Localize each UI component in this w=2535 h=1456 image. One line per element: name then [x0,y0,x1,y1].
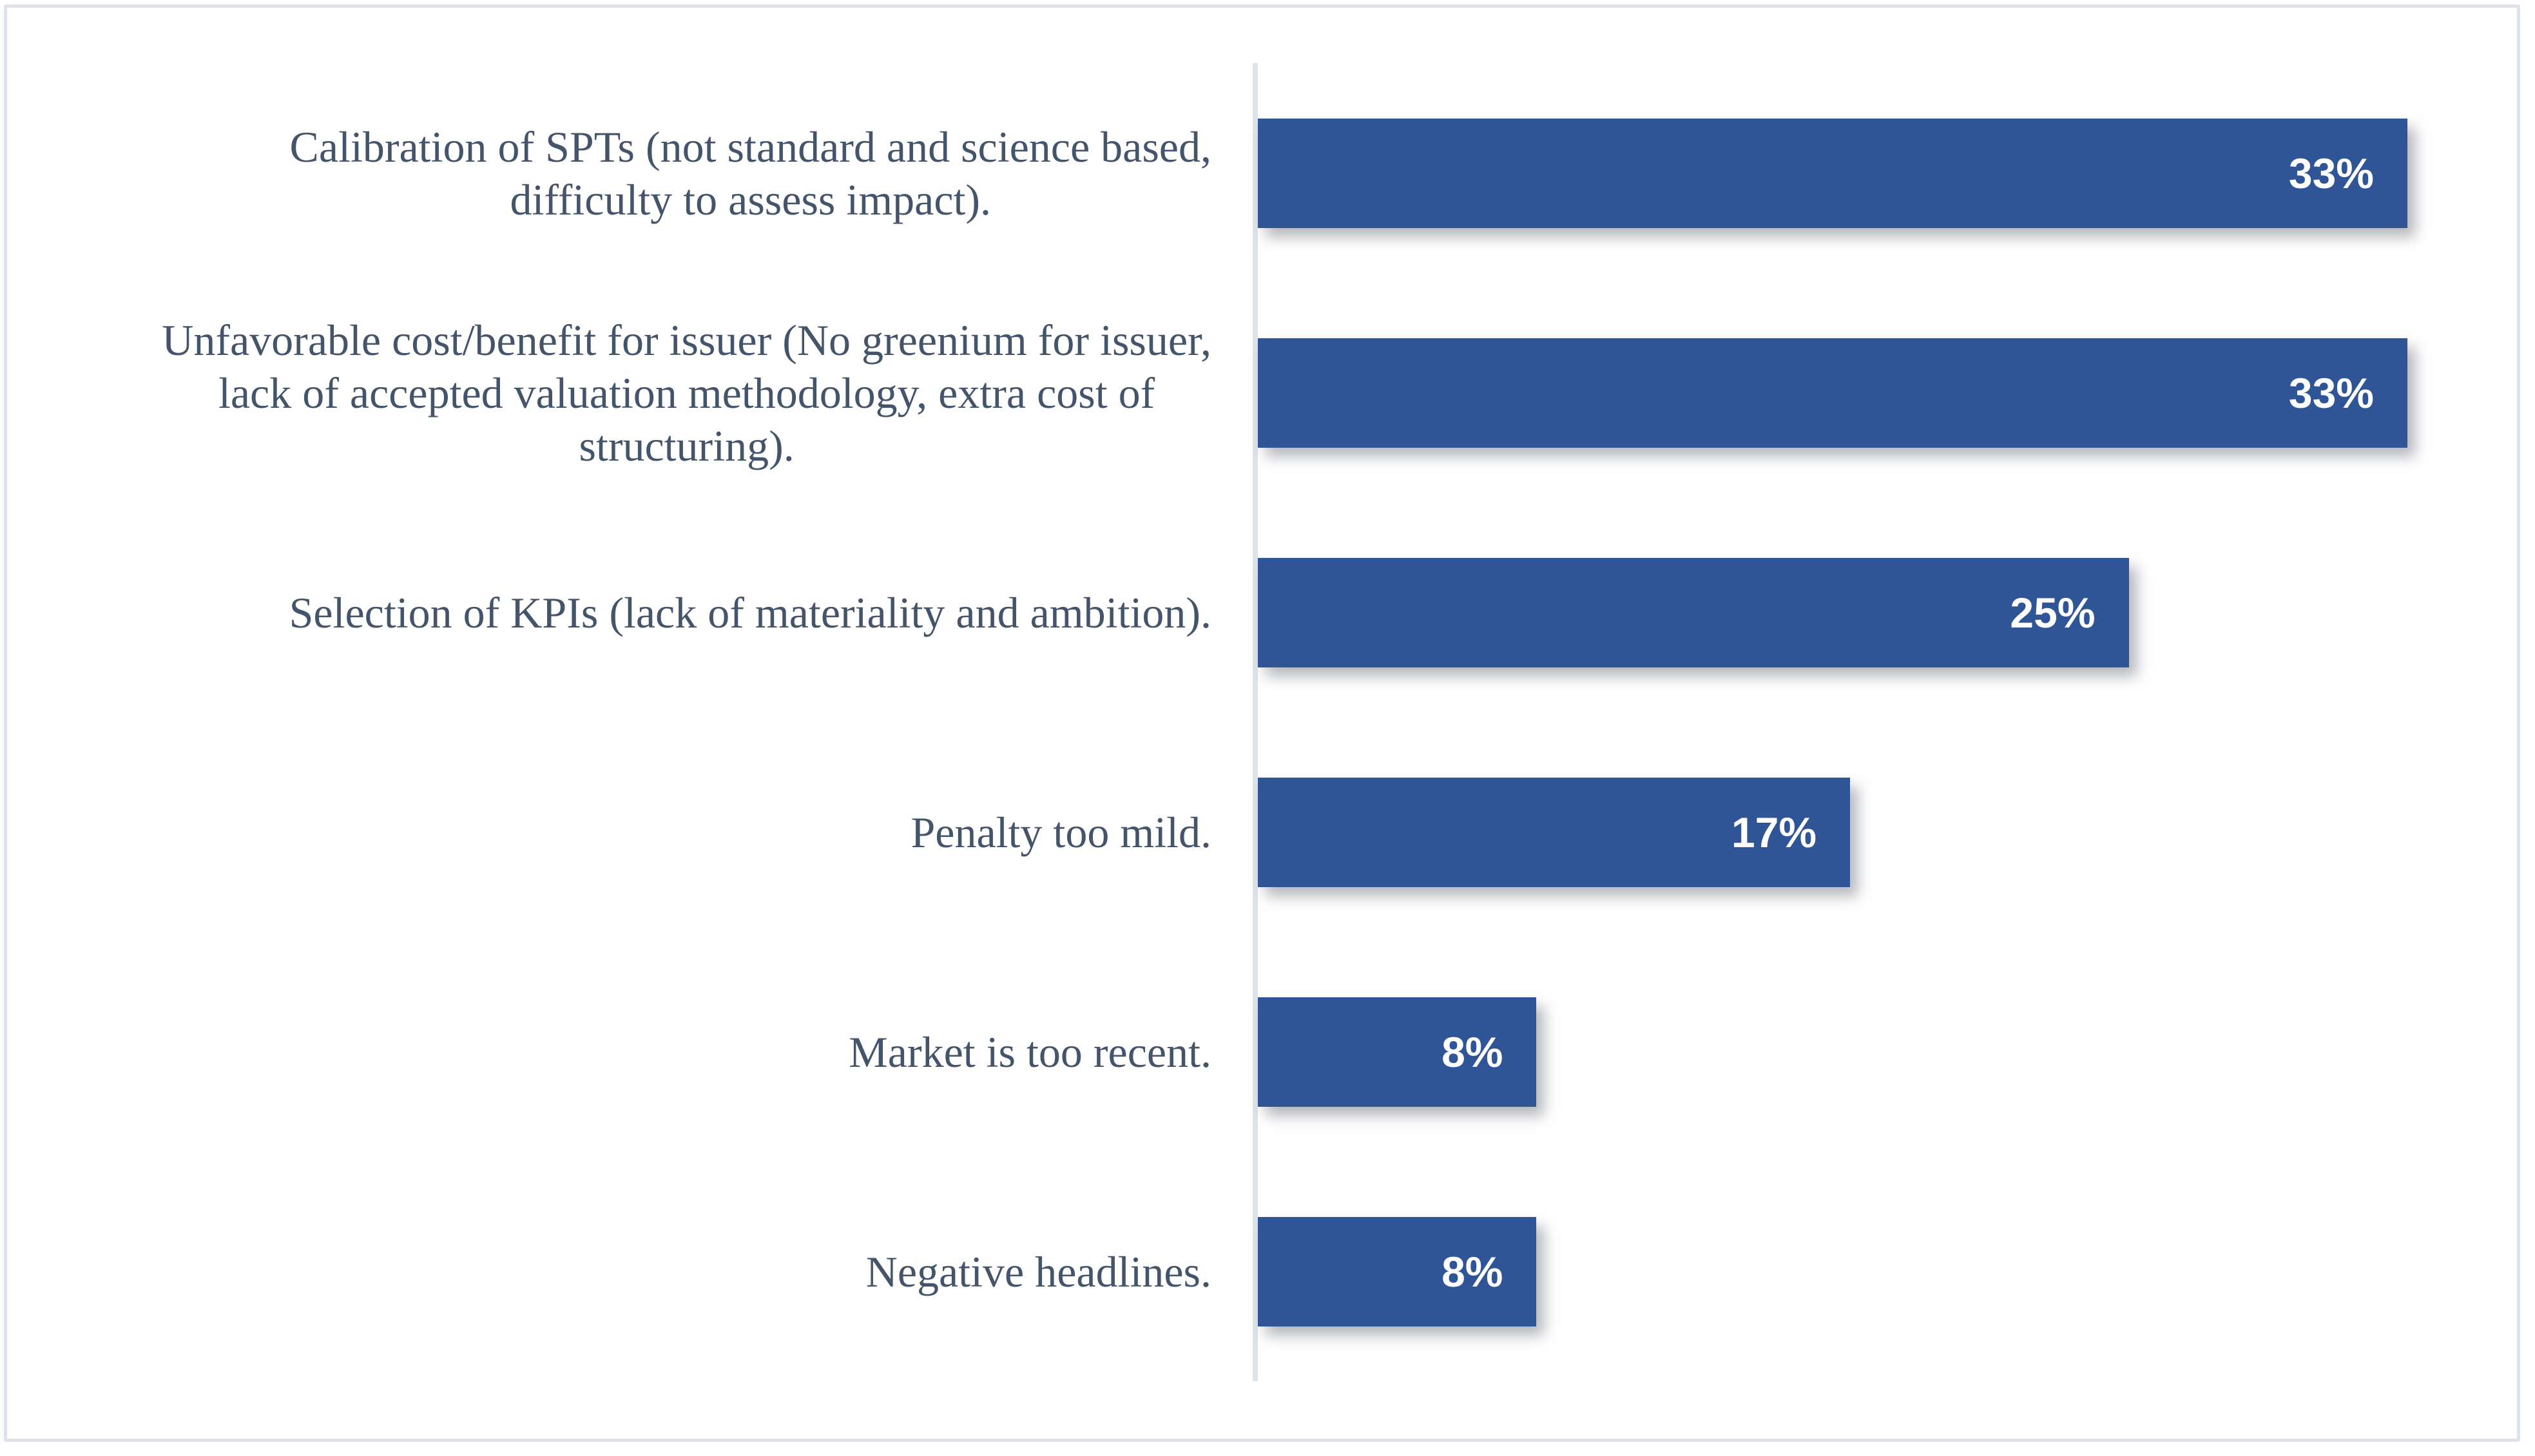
category-label-cell: Negative headlines. [19,1162,1253,1381]
category-axis-line [1253,63,1258,1381]
value-label: 17% [1731,808,1817,856]
axis-spacer [1253,503,1258,722]
axis-spacer [1253,63,1258,283]
value-label: 33% [2288,149,2374,197]
value-label: 8% [1441,1028,1503,1076]
value-label: 25% [2010,588,2096,637]
value-label: 8% [1441,1247,1503,1296]
chart-row: Selection of KPIs (lack of materiality a… [19,503,2519,722]
bar: 33% [1258,118,2407,228]
category-label-cell: Penalty too mild. [19,722,1253,942]
bar-cell: 25% [1258,503,2519,722]
axis-spacer [1253,1162,1258,1381]
category-label: Unfavorable cost/benefit for issuer (No … [162,315,1211,470]
chart-row: Market is too recent. 8% [19,942,2519,1162]
bar: 8% [1258,997,1537,1107]
chart-row: Negative headlines. 8% [19,1162,2519,1381]
axis-spacer [1253,283,1258,503]
axis-spacer [1253,942,1258,1162]
chart-row: Unfavorable cost/benefit for issuer (No … [19,283,2519,503]
category-label: Penalty too mild. [911,807,1211,857]
bar: 25% [1258,557,2129,667]
bar-cell: 8% [1258,1162,2519,1381]
category-label-cell: Calibration of SPTs (not standard and sc… [19,63,1253,283]
category-label-cell: Market is too recent. [19,942,1253,1162]
category-label: Selection of KPIs (lack of materiality a… [289,588,1211,637]
chart-plot-area: Calibration of SPTs (not standard and sc… [19,63,2519,1381]
bar-cell: 8% [1258,942,2519,1162]
bar-cell: 33% [1258,283,2519,503]
axis-spacer [1253,722,1258,942]
bar-cell: 17% [1258,722,2519,942]
category-label: Market is too recent. [849,1027,1211,1077]
bar: 8% [1258,1216,1537,1327]
value-label: 33% [2288,369,2374,417]
category-label: Calibration of SPTs (not standard and sc… [289,122,1211,224]
category-label: Negative headlines. [865,1247,1211,1296]
category-label-cell: Unfavorable cost/benefit for issuer (No … [19,283,1253,503]
chart-row: Penalty too mild. 17% [19,722,2519,942]
chart-border [4,5,2520,1442]
bar: 33% [1258,338,2407,448]
chart-row: Calibration of SPTs (not standard and sc… [19,63,2519,283]
bar-cell: 33% [1258,63,2519,283]
bar: 17% [1258,777,1851,887]
category-label-cell: Selection of KPIs (lack of materiality a… [19,503,1253,722]
